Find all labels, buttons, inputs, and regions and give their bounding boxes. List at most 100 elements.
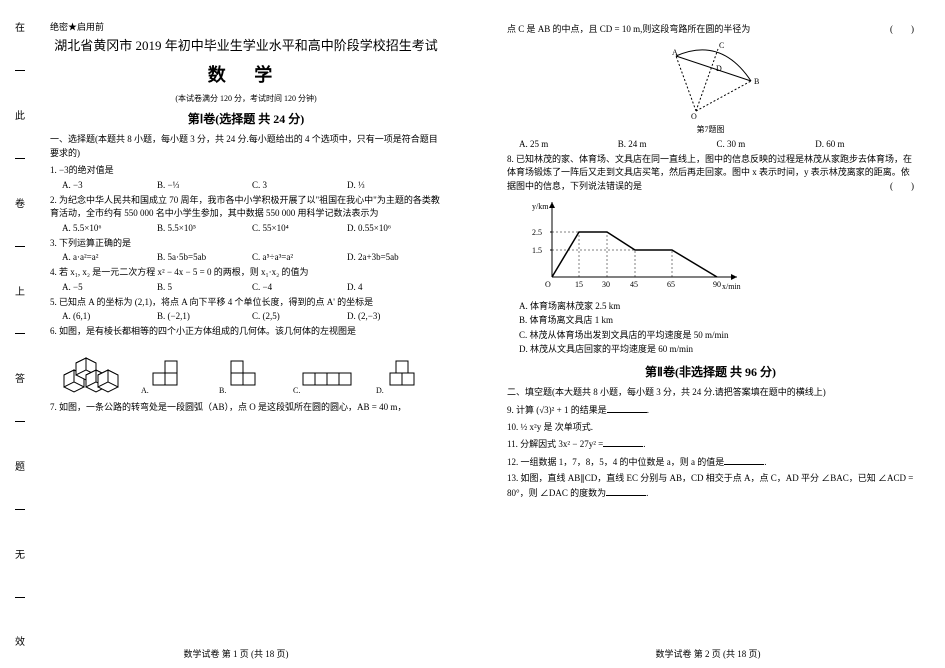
page-2: 点 C 是 AB 的中点，且 CD = 10 m,则这段弯路所在圆的半径为 ( …	[472, 0, 944, 668]
q11-text: 11. 分解因式 3x² − 27y² =	[507, 439, 603, 449]
section-2-title: 第Ⅱ卷(非选择题 共 96 分)	[507, 363, 914, 380]
option: A. 体育场离林茂家 2.5 km	[519, 299, 914, 313]
xtick-label: 65	[667, 280, 675, 289]
question-7-figure: A B C D O 第7题图	[507, 41, 914, 135]
option: C. 林茂从体育场出发到文具店的平均速度是 50 m/min	[519, 328, 914, 342]
section-1-instructions: 一、选择题(本题共 8 小题，每小题 3 分，共 24 分.每小题给出的 4 个…	[50, 133, 442, 160]
question-4: 4. 若 x₁, x₂ 是一元二次方程 x² − 4x − 5 = 0 的两根，…	[50, 266, 442, 280]
option: A. (6,1)	[62, 311, 157, 321]
bind-char: 此	[15, 107, 25, 122]
q12-text: 12. 一组数据 1，7，8，5，4 的中位数是 a，则 a 的值是	[507, 457, 724, 467]
option-b-icon: B.	[211, 345, 281, 395]
question-7-cont: 点 C 是 AB 的中点，且 CD = 10 m,则这段弯路所在圆的半径为 ( …	[507, 23, 914, 37]
option: D. 0.55×10⁶	[347, 223, 442, 233]
option: A. 25 m	[519, 139, 618, 149]
xtick-label: 30	[602, 280, 610, 289]
distance-time-chart-icon: 2.5 1.5 15 30 45 65 90 y/km x/min O	[527, 197, 747, 292]
question-1: 1. −3的绝对值是	[50, 164, 442, 178]
option: B. 5	[157, 282, 252, 292]
exam-info: (本试卷满分 120 分，考试时间 120 分钟)	[50, 93, 442, 104]
question-3: 3. 下列运算正确的是	[50, 237, 442, 251]
answer-blank	[603, 437, 643, 447]
question-2: 2. 为纪念中华人民共和国成立 70 周年，我市各中小学积极开展了以"祖国在我心…	[50, 194, 442, 221]
bind-char: 答	[15, 370, 25, 385]
bind-char: 上	[15, 283, 25, 298]
arc-road-icon: A B C D O	[656, 41, 766, 121]
option: A. a·a²=a²	[62, 252, 157, 262]
bind-char: 题	[15, 458, 25, 473]
y-axis-label: y/km	[532, 202, 549, 211]
answer-blank	[607, 403, 647, 413]
question-8: 8. 已知林茂的家、体育场、文具店在同一直线上，图中的信息反映的过程是林茂从家跑…	[507, 153, 914, 194]
option-c-icon: C.	[289, 345, 359, 395]
option: B. 体育场离文具店 1 km	[519, 313, 914, 327]
ytick-label: 2.5	[532, 228, 542, 237]
question-7-options: A. 25 m B. 24 m C. 30 m D. 60 m	[519, 139, 914, 149]
option: A. −5	[62, 282, 157, 292]
bind-char: 在	[15, 19, 25, 34]
question-5: 5. 已知点 A 的坐标为 (2,1)，将点 A 向下平移 4 个单位长度，得到…	[50, 296, 442, 310]
subject-title: 数 学	[50, 61, 442, 87]
question-3-options: A. a·a²=a² B. 5a·5b=5ab C. a⁵÷a³=a² D. 2…	[62, 252, 442, 262]
option: D. 60 m	[815, 139, 914, 149]
option: B. 5.5×10⁵	[157, 223, 252, 233]
option: D. 4	[347, 282, 442, 292]
option: D. 林茂从文具店回家的平均速度是 60 m/min	[519, 342, 914, 356]
option: C. −4	[252, 282, 347, 292]
option-d-icon: D.	[368, 345, 438, 395]
question-5-options: A. (6,1) B. (−2,1) C. (2,5) D. (2,−3)	[62, 311, 442, 321]
q8-text: 8. 已知林茂的家、体育场、文具店在同一直线上，图中的信息反映的过程是林茂从家跑…	[507, 154, 912, 191]
question-8-options: A. 体育场离林茂家 2.5 km B. 体育场离文具店 1 km C. 林茂从…	[519, 299, 914, 357]
svg-text:C.: C.	[293, 386, 300, 395]
secret-label: 绝密★启用前	[50, 20, 442, 33]
question-4-options: A. −5 B. 5 C. −4 D. 4	[62, 282, 442, 292]
question-11: 11. 分解因式 3x² − 27y² =.	[507, 437, 914, 452]
question-9: 9. 计算 (√3)² + 1 的结果是.	[507, 403, 914, 418]
question-6-figures: A. B. C.	[50, 345, 442, 395]
option: C. 30 m	[717, 139, 816, 149]
question-12: 12. 一组数据 1，7，8，5，4 的中位数是 a，则 a 的值是.	[507, 455, 914, 470]
option: C. 3	[252, 180, 347, 190]
q9-text: 9. 计算 (√3)² + 1 的结果是	[507, 405, 607, 415]
svg-text:B.: B.	[219, 386, 226, 395]
option: D. 2a+3b=5ab	[347, 252, 442, 262]
question-6: 6. 如图，是有棱长都相等的四个小正方体组成的几何体。该几何体的左视图是	[50, 325, 442, 339]
option: C. (2,5)	[252, 311, 347, 321]
binding-marks: 在 此 卷 上 答 题 无 效	[15, 0, 25, 668]
page-1-footer: 数学试卷 第 1 页 (共 18 页)	[0, 647, 472, 660]
answer-paren: ( )	[890, 23, 914, 37]
origin-label: O	[545, 280, 551, 289]
question-13: 13. 如图，直线 AB∥CD，直线 EC 分别与 AB，CD 相交于点 A，点…	[507, 472, 914, 500]
option: A. 5.5×10⁶	[62, 223, 157, 233]
question-1-options: A. −3 B. −⅓ C. 3 D. ⅓	[62, 180, 442, 190]
exam-title: 湖北省黄冈市 2019 年初中毕业生学业水平和高中阶段学校招生考试	[50, 37, 442, 55]
option: B. (−2,1)	[157, 311, 252, 321]
option: C. 55×10⁴	[252, 223, 347, 233]
figure-7-label: 第7题图	[507, 124, 914, 135]
option: D. (2,−3)	[347, 311, 442, 321]
section-1-title: 第Ⅰ卷(选择题 共 24 分)	[50, 110, 442, 127]
svg-text:C: C	[719, 41, 724, 50]
ytick-label: 1.5	[532, 246, 542, 255]
answer-blank	[606, 486, 646, 496]
svg-text:O: O	[691, 112, 697, 121]
q7-text: 点 C 是 AB 的中点，且 CD = 10 m,则这段弯路所在圆的半径为	[507, 24, 750, 34]
bind-char: 无	[15, 546, 25, 561]
xtick-label: 90	[713, 280, 721, 289]
xtick-label: 45	[630, 280, 638, 289]
page-2-footer: 数学试卷 第 2 页 (共 18 页)	[472, 647, 944, 660]
bind-char: 卷	[15, 195, 25, 210]
cube-3d-icon	[54, 345, 124, 395]
svg-text:A.: A.	[141, 386, 149, 395]
svg-text:D.: D.	[376, 386, 384, 395]
answer-blank	[724, 455, 764, 465]
question-7-start: 7. 如图，一条公路的转弯处是一段圆弧（AB），点 O 是这段弧所在圆的圆心，A…	[50, 401, 442, 415]
question-2-options: A. 5.5×10⁶ B. 5.5×10⁵ C. 55×10⁴ D. 0.55×…	[62, 223, 442, 233]
section-2-instructions: 二、填空题(本大题共 8 小题，每小题 3 分，共 24 分.请把答案填在题中的…	[507, 386, 914, 400]
svg-text:A: A	[672, 48, 678, 57]
svg-text:D: D	[716, 64, 722, 73]
svg-text:B: B	[754, 77, 759, 86]
q13-text: 13. 如图，直线 AB∥CD，直线 EC 分别与 AB，CD 相交于点 A，点…	[507, 473, 913, 498]
option: C. a⁵÷a³=a²	[252, 252, 347, 262]
question-10: 10. ½ x²y 是 次单项式.	[507, 421, 914, 435]
